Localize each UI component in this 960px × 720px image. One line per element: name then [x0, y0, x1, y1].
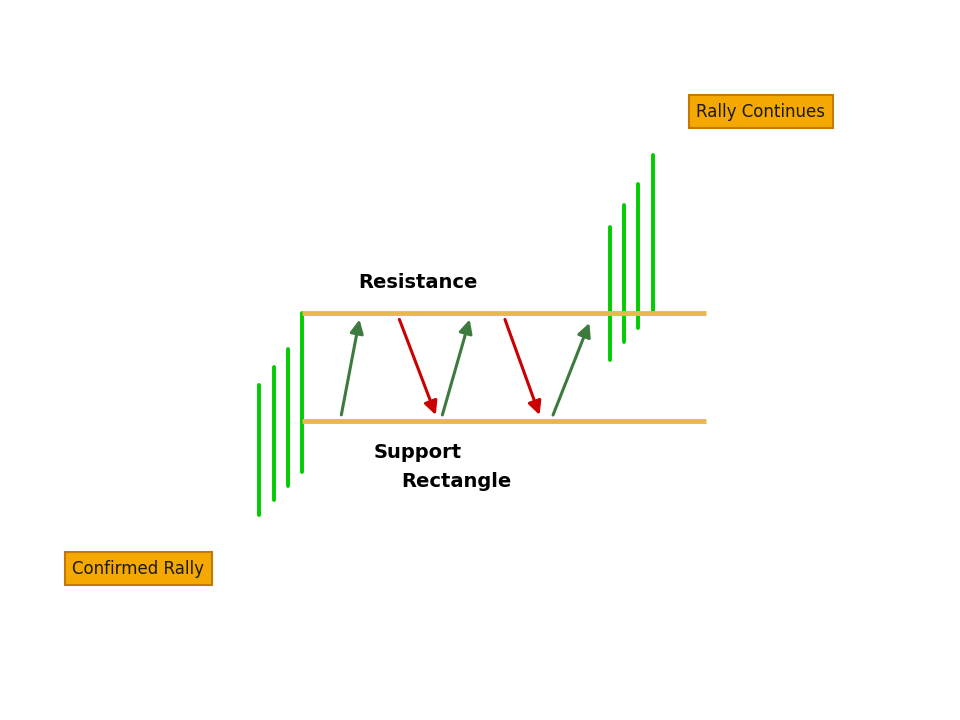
Text: Rally Continues: Rally Continues: [696, 102, 825, 120]
Text: Rectangle: Rectangle: [401, 472, 511, 490]
Text: Resistance: Resistance: [358, 273, 477, 292]
Text: Support: Support: [373, 443, 462, 462]
Text: Confirmed Rally: Confirmed Rally: [72, 560, 204, 577]
